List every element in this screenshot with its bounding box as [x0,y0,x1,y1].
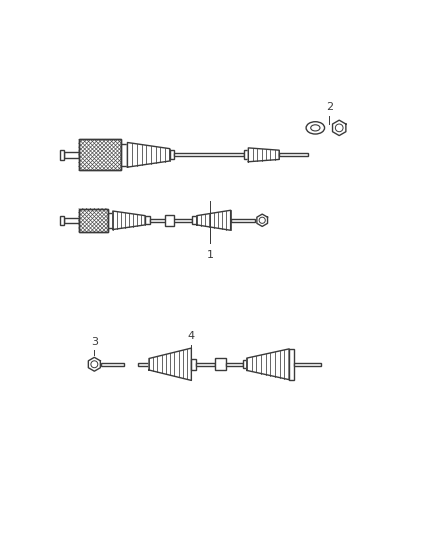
Bar [191,359,196,370]
Polygon shape [88,357,100,371]
Bar [64,217,79,223]
Bar [294,363,321,366]
Bar [60,150,64,160]
Bar [145,216,150,224]
Bar [79,209,108,232]
Polygon shape [127,142,170,167]
Bar [243,360,247,368]
Bar [192,216,197,224]
Bar [289,349,294,379]
Bar [64,152,79,158]
Bar [231,219,255,222]
Bar [79,140,121,170]
Bar [165,215,174,225]
Polygon shape [113,211,145,230]
Ellipse shape [306,122,325,134]
Bar [138,363,149,366]
Polygon shape [332,120,346,135]
Circle shape [259,217,265,223]
Bar [174,154,244,156]
Text: 3: 3 [91,337,98,348]
Circle shape [91,361,98,368]
Bar [226,363,243,366]
Bar [170,150,174,159]
Bar [244,150,248,159]
Bar [79,140,121,170]
Polygon shape [197,210,231,230]
Polygon shape [248,148,279,161]
Bar [121,144,127,166]
Bar [150,219,192,222]
Text: 4: 4 [187,331,194,341]
Bar [101,363,124,366]
Bar [279,154,308,156]
Text: 1: 1 [206,249,213,260]
Bar [215,358,226,370]
Polygon shape [149,348,191,381]
Bar [196,363,215,366]
Circle shape [336,124,343,132]
Bar [108,213,113,228]
Polygon shape [257,214,268,227]
Text: 2: 2 [325,102,333,112]
Ellipse shape [311,125,320,131]
Polygon shape [247,349,289,379]
Bar [79,209,108,232]
Bar [60,216,64,225]
